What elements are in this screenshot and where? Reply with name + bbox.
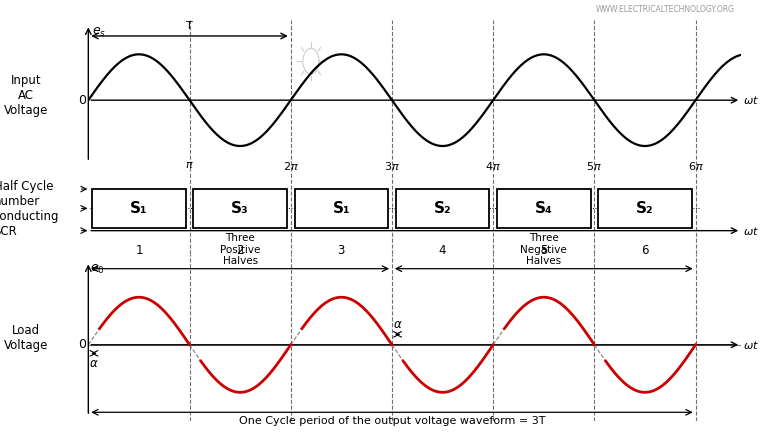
Text: S₂: S₂ <box>636 201 654 216</box>
Text: $4\pi$: $4\pi$ <box>485 160 501 172</box>
Text: Input
AC
Voltage: Input AC Voltage <box>4 74 48 117</box>
Text: $\omega t$: $\omega t$ <box>743 225 759 237</box>
Bar <box>92 189 186 228</box>
Text: $\omega t$: $\omega t$ <box>743 339 759 351</box>
Text: 0: 0 <box>78 338 87 351</box>
Bar <box>396 189 489 228</box>
Text: Three
Positive
Halves: Three Positive Halves <box>220 233 260 266</box>
Text: S₁: S₁ <box>333 201 350 216</box>
Text: 4: 4 <box>439 244 446 257</box>
Text: 3: 3 <box>338 244 345 257</box>
Text: Half Cycle
number
conducting
SCR: Half Cycle number conducting SCR <box>0 180 59 237</box>
Text: $e_0$: $e_0$ <box>90 263 104 276</box>
Text: One Cycle period of the output voltage waveform = 3T: One Cycle period of the output voltage w… <box>239 416 545 426</box>
Text: $\omega t$: $\omega t$ <box>743 94 759 106</box>
Text: 5: 5 <box>540 244 548 257</box>
Bar <box>497 189 591 228</box>
Text: $2\pi$: $2\pi$ <box>283 160 299 172</box>
Text: S₂: S₂ <box>434 201 452 216</box>
Text: S₃: S₃ <box>231 201 249 216</box>
Text: $\pi$: $\pi$ <box>185 160 194 170</box>
Text: $5\pi$: $5\pi$ <box>587 160 602 172</box>
Text: S₄: S₄ <box>535 201 553 216</box>
Bar <box>598 189 692 228</box>
Bar <box>194 189 287 228</box>
Text: 0: 0 <box>78 93 87 107</box>
Text: Three
Negative
Halves: Three Negative Halves <box>521 233 567 266</box>
Text: $6\pi$: $6\pi$ <box>687 160 703 172</box>
Text: S₁: S₁ <box>130 201 147 216</box>
Text: 6: 6 <box>641 244 649 257</box>
Text: $e_s$: $e_s$ <box>91 26 106 39</box>
Text: WWW.ELECTRICALTECHNOLOGY.ORG: WWW.ELECTRICALTECHNOLOGY.ORG <box>596 5 734 14</box>
Text: $3\pi$: $3\pi$ <box>384 160 400 172</box>
Text: 1: 1 <box>135 244 143 257</box>
Text: T: T <box>186 21 193 31</box>
Text: $\alpha$: $\alpha$ <box>392 319 402 331</box>
Text: 2: 2 <box>237 244 244 257</box>
Text: Load
Voltage: Load Voltage <box>4 324 48 352</box>
Bar <box>295 189 388 228</box>
Text: $\alpha$: $\alpha$ <box>89 357 99 369</box>
